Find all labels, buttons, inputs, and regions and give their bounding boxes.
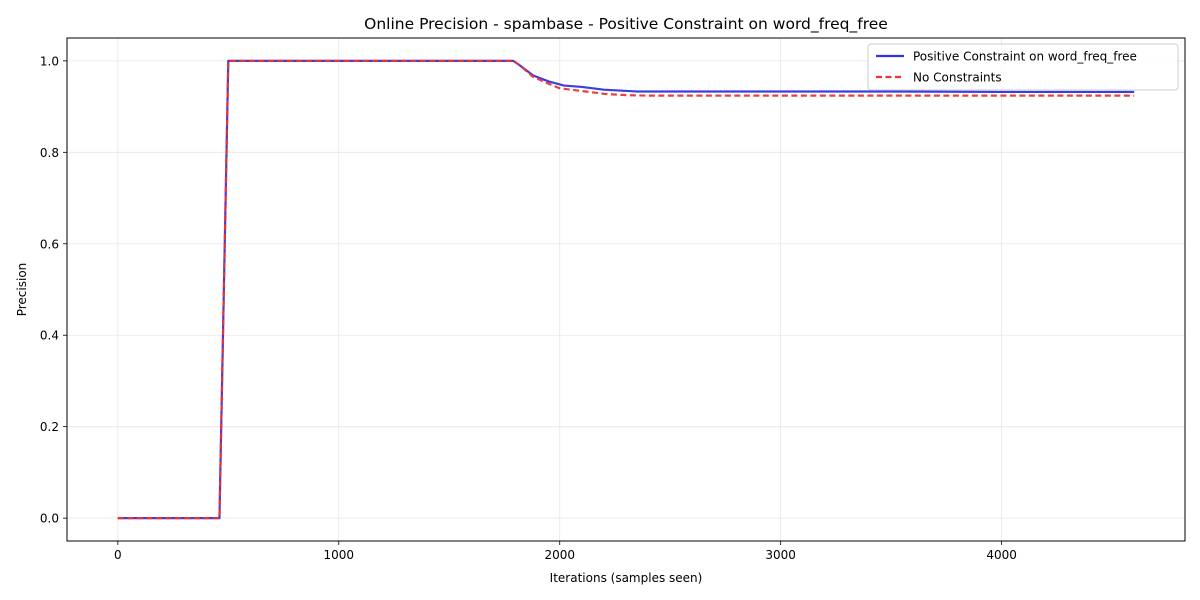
series-line-no-constraints (117, 59, 1135, 520)
x-axis-ticks: 0 1000 2000 3000 4000 (114, 541, 1017, 562)
y-tick-label: 0.6 (40, 237, 59, 251)
y-tick-label: 0.8 (40, 146, 59, 160)
x-tick-label: 1000 (323, 548, 354, 562)
legend: Positive Constraint on word_freq_free No… (867, 43, 1179, 91)
y-tick-label: 1.0 (40, 54, 59, 68)
x-tick-label: 3000 (765, 548, 796, 562)
legend-label-positive-constraint: Positive Constraint on word_freq_free (913, 50, 1137, 64)
x-tick-label: 2000 (544, 548, 575, 562)
x-tick-label: 0 (114, 548, 122, 562)
y-tick-label: 0.2 (40, 420, 59, 434)
y-tick-label: 0.4 (40, 329, 59, 343)
plot-frame (66, 37, 1186, 542)
x-tick-label: 4000 (986, 548, 1017, 562)
x-axis-title: Iterations (samples seen) (550, 571, 703, 585)
y-tick-label: 0.0 (40, 512, 59, 526)
y-axis-ticks: 0.0 0.2 0.4 0.6 0.8 1.0 (40, 54, 67, 526)
series-layer (117, 59, 1135, 520)
plot-area-background (67, 38, 1185, 541)
chart-title: Online Precision - spambase - Positive C… (364, 15, 888, 34)
y-axis-title: Precision (15, 263, 29, 317)
legend-label-no-constraints: No Constraints (913, 71, 1002, 85)
legend-box (867, 43, 1179, 91)
